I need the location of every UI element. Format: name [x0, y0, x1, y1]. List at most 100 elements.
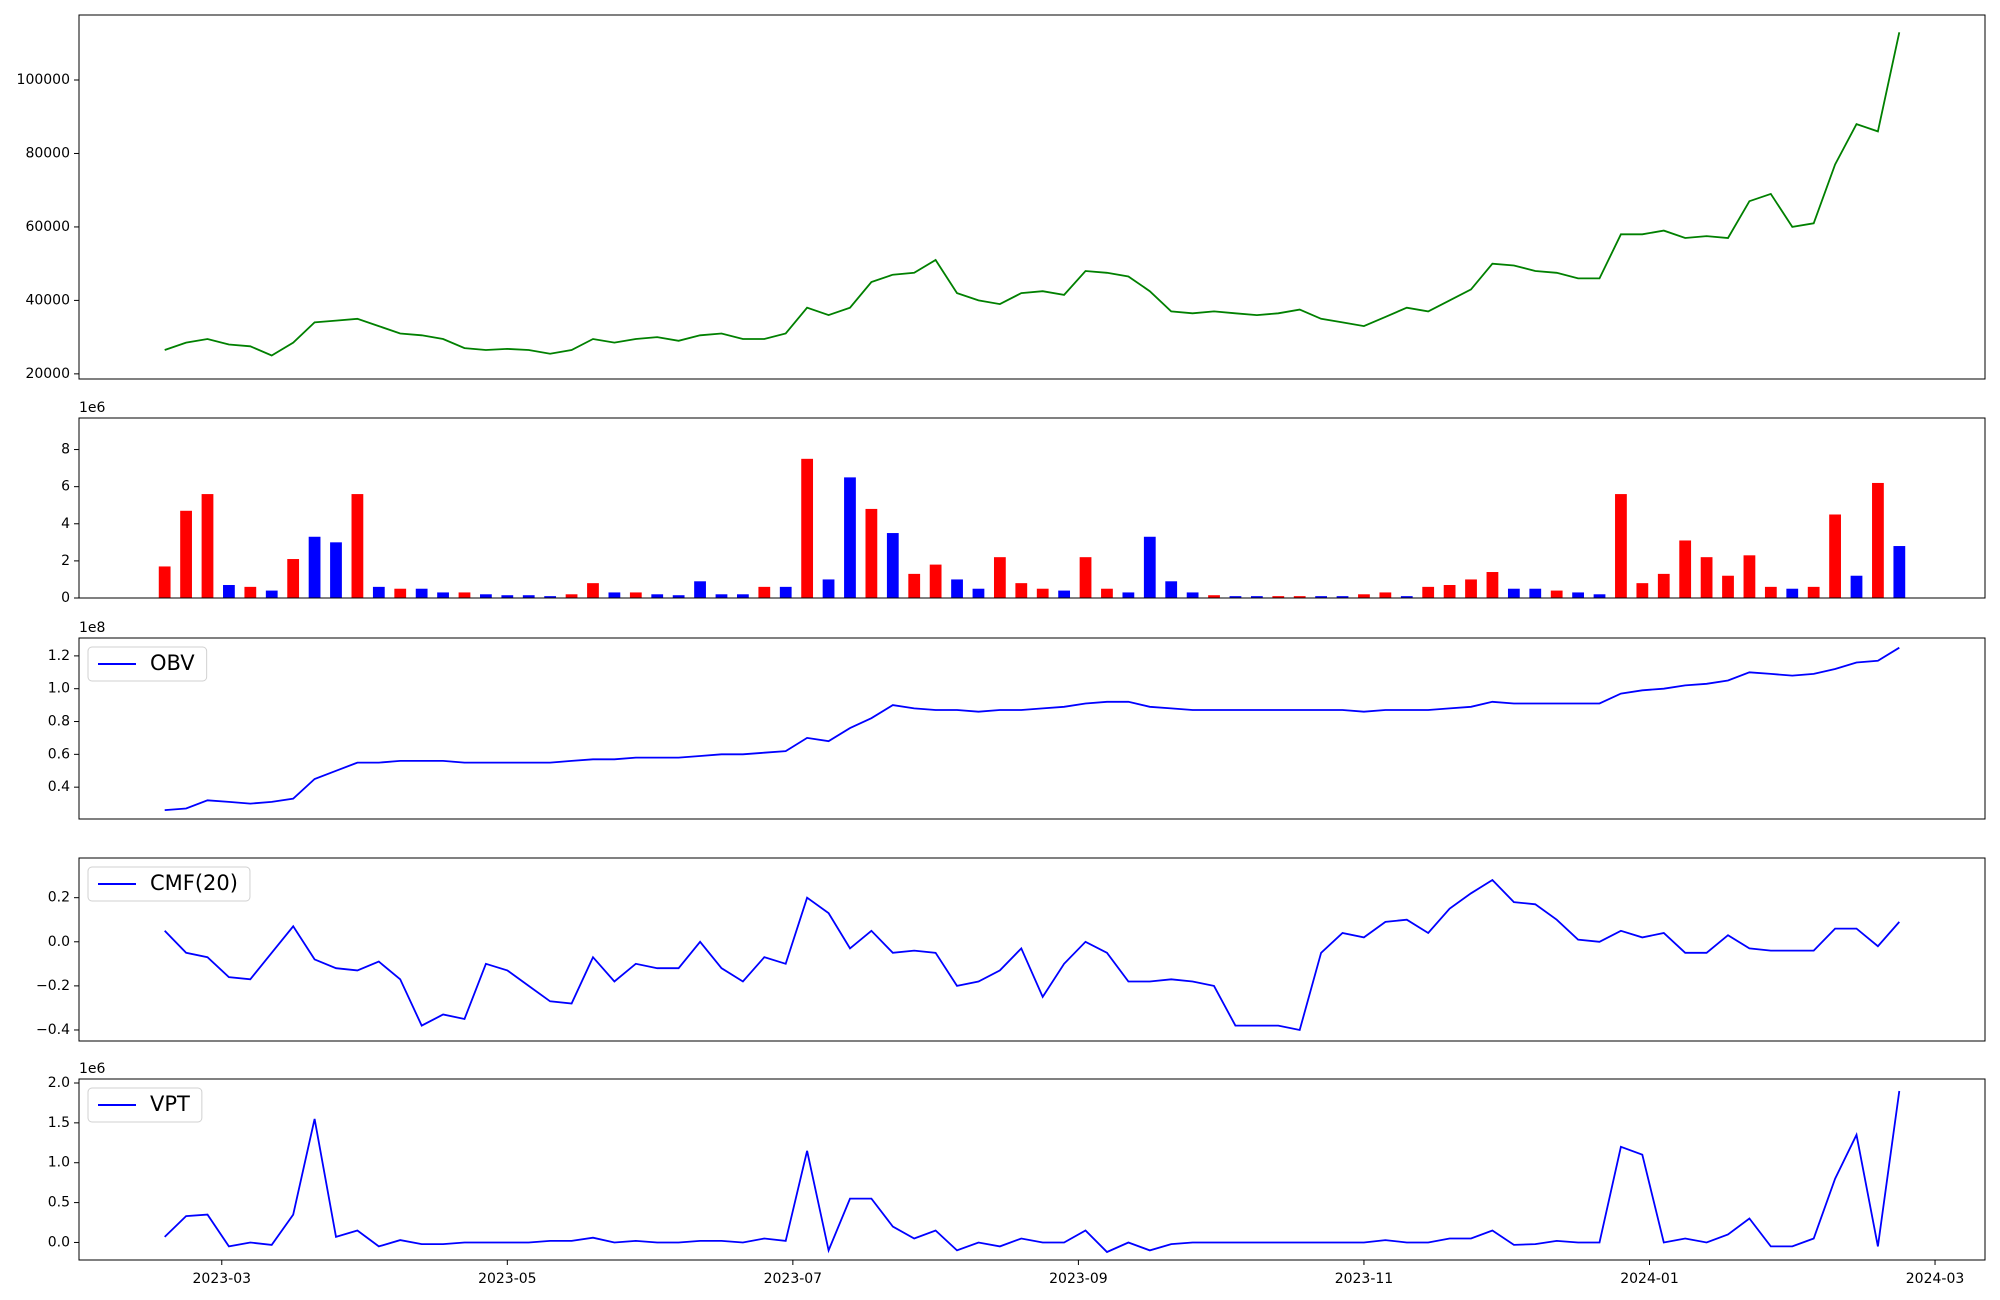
bar — [587, 583, 599, 598]
y-tick-label: 8 — [61, 442, 70, 458]
bar — [651, 594, 664, 598]
bar — [1807, 586, 1820, 598]
x-tick-label: 2023-07 — [764, 1271, 823, 1287]
y-tick-label: 0.8 — [48, 714, 70, 730]
bar — [672, 595, 685, 598]
bar — [1679, 540, 1692, 598]
y-tick-label: 0.0 — [48, 1234, 70, 1250]
y-tick-label: −0.2 — [36, 978, 70, 994]
bar — [522, 595, 535, 598]
bar — [908, 573, 921, 598]
bar — [158, 566, 171, 598]
data-line — [164, 1090, 1901, 1254]
bar — [865, 508, 878, 598]
bar — [565, 594, 578, 598]
bar — [223, 585, 235, 598]
y-tick-label: 0.0 — [48, 934, 70, 950]
bar — [1336, 596, 1349, 598]
bar — [1122, 592, 1135, 598]
bar — [801, 458, 814, 598]
bar — [1379, 592, 1392, 598]
x-tick-label: 2024-01 — [1620, 1271, 1679, 1287]
legend-label: CMF(20) — [150, 871, 238, 895]
legend-label: OBV — [150, 651, 195, 675]
y-tick-label: 2 — [61, 553, 70, 569]
y-tick-label: 1.5 — [48, 1115, 70, 1131]
bar — [1465, 579, 1477, 598]
bar — [715, 594, 728, 598]
bar — [1358, 594, 1370, 598]
x-tick-label: 2024-03 — [1906, 1271, 1965, 1287]
bar — [694, 581, 706, 598]
bar — [244, 586, 257, 598]
y-tick-label: 0 — [61, 590, 70, 606]
bar — [929, 564, 942, 598]
bar — [180, 510, 192, 598]
y-tick-label: −0.4 — [36, 1022, 70, 1038]
legend-box — [87, 646, 208, 682]
bar — [1229, 596, 1242, 598]
bar — [480, 594, 492, 598]
bar — [886, 533, 899, 598]
bar — [779, 586, 792, 598]
bar — [1636, 583, 1649, 598]
bar — [1101, 588, 1113, 598]
bar — [1443, 585, 1456, 598]
bar — [1422, 586, 1435, 598]
offset-text: 1e8 — [79, 620, 105, 636]
bar — [1079, 557, 1092, 598]
bar — [1529, 588, 1542, 598]
bar — [1593, 594, 1606, 598]
data-line — [164, 878, 1900, 1032]
bar — [1486, 572, 1499, 598]
axes-frame — [78, 857, 1986, 1042]
data-line — [164, 646, 1900, 811]
bar — [608, 592, 621, 598]
y-tick-label: 4 — [61, 516, 70, 532]
bar — [501, 595, 514, 598]
axes-frame — [78, 1078, 1986, 1261]
axes-frame — [78, 417, 1986, 599]
bar — [1315, 596, 1328, 598]
y-tick-label: 6 — [61, 479, 70, 495]
y-tick-label: 60000 — [25, 219, 70, 235]
bar — [629, 592, 642, 598]
y-tick-label: 0.4 — [48, 779, 70, 795]
bar — [951, 579, 963, 598]
y-tick-label: 20000 — [25, 366, 70, 382]
offset-text: 1e6 — [79, 1061, 106, 1077]
bar — [1507, 588, 1520, 598]
bar — [1272, 596, 1285, 598]
bar — [993, 557, 1006, 598]
bar — [1036, 588, 1049, 598]
y-tick-label: 0.5 — [48, 1195, 70, 1211]
bar — [287, 559, 300, 598]
x-tick-label: 2023-11 — [1335, 1271, 1394, 1287]
bar — [201, 494, 214, 598]
y-tick-label: 0.2 — [48, 890, 70, 906]
bar — [265, 590, 278, 598]
bar — [1250, 596, 1263, 598]
bar — [1893, 546, 1906, 598]
y-tick-label: 100000 — [17, 72, 70, 88]
axes-frame — [78, 14, 1986, 380]
bar — [394, 588, 407, 598]
bar — [1550, 590, 1563, 598]
bar — [415, 588, 428, 598]
bar — [1829, 514, 1841, 598]
y-tick-label: 2.0 — [48, 1075, 70, 1091]
bar — [1015, 583, 1028, 598]
bar — [1293, 596, 1306, 598]
y-tick-label: 1.0 — [48, 681, 70, 697]
axes-frame — [78, 637, 1986, 820]
legend-box — [87, 1087, 203, 1123]
bar — [1058, 590, 1071, 598]
bar — [1722, 575, 1734, 598]
bar — [1615, 494, 1627, 598]
bar — [372, 586, 385, 598]
y-tick-label: 80000 — [25, 145, 70, 161]
bar — [1400, 596, 1413, 598]
bar — [1850, 575, 1863, 598]
bar — [458, 592, 471, 598]
